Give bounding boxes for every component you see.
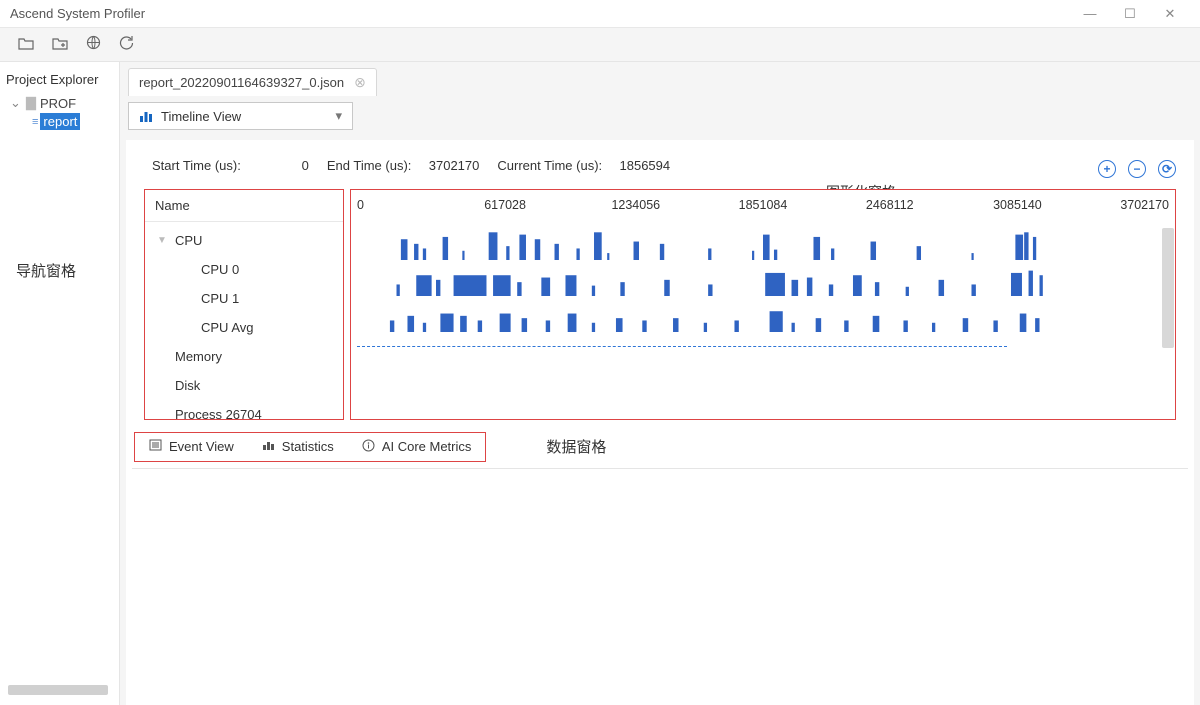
view-selector-label: Timeline View bbox=[161, 109, 241, 124]
track-nav-item[interactable]: CPU 1 bbox=[145, 284, 343, 313]
axis-tick: 617028 bbox=[484, 198, 611, 212]
file-tab-label: report_20220901164639327_0.json bbox=[139, 75, 344, 90]
tree-item-report[interactable]: ≡ report bbox=[32, 113, 119, 130]
track-cpuavg[interactable] bbox=[357, 302, 1169, 332]
refresh-icon[interactable] bbox=[119, 35, 134, 54]
axis-tick: 2468112 bbox=[866, 198, 993, 212]
toolbar bbox=[0, 28, 1200, 62]
document-icon: ≡ bbox=[32, 116, 38, 128]
axis-tick: 0 bbox=[357, 198, 484, 212]
close-tab-icon[interactable]: ⊗ bbox=[354, 74, 366, 91]
track-cpu1[interactable] bbox=[357, 266, 1169, 296]
axis-tick: 1234056 bbox=[611, 198, 738, 212]
data-annotation: 数据窗格 bbox=[546, 436, 606, 457]
zoom-in-icon[interactable]: + bbox=[1098, 160, 1116, 178]
chevron-down-icon: ▼ bbox=[157, 235, 169, 246]
zoom-out-icon[interactable]: − bbox=[1128, 160, 1146, 178]
end-time-value[interactable]: 3702170 bbox=[423, 158, 479, 173]
titlebar: Ascend System Profiler — ☐ ✕ bbox=[0, 0, 1200, 28]
track-nav-item[interactable]: Memory bbox=[145, 342, 343, 371]
tracks[interactable] bbox=[351, 214, 1175, 419]
track-cpu0[interactable] bbox=[357, 230, 1169, 260]
close-button[interactable]: ✕ bbox=[1150, 6, 1190, 22]
data-tab-label: AI Core Metrics bbox=[382, 439, 472, 454]
axis-tick: 3702170 bbox=[1120, 198, 1169, 212]
track-nav-header: Name bbox=[145, 190, 343, 222]
project-tree: ⌄ ▇ PROF ≡ report bbox=[0, 91, 119, 130]
add-folder-icon[interactable] bbox=[52, 36, 68, 54]
track-nav-label: CPU 1 bbox=[201, 291, 239, 306]
data-pane bbox=[132, 468, 1188, 700]
minimize-button[interactable]: — bbox=[1070, 6, 1110, 21]
track-nav-label: CPU Avg bbox=[201, 320, 254, 335]
current-time-label: Current Time (us): bbox=[497, 158, 602, 173]
track-nav-label: CPU bbox=[175, 233, 202, 248]
project-explorer: Project Explorer ⌄ ▇ PROF ≡ report bbox=[0, 62, 120, 705]
track-nav-label: Process 26704 bbox=[175, 407, 262, 419]
chevron-down-icon: ⌄ bbox=[10, 95, 22, 111]
info-icon bbox=[362, 439, 375, 455]
nav-annotation: 导航窗格 bbox=[0, 260, 106, 281]
graph-pane: 0617028123405618510842468112308514037021… bbox=[350, 189, 1176, 420]
content: report_20220901164639327_0.json ⊗ Timeli… bbox=[120, 62, 1200, 705]
tree-root-label: PROF bbox=[40, 96, 76, 111]
chevron-down-icon: ▾ bbox=[335, 108, 342, 124]
file-tab[interactable]: report_20220901164639327_0.json ⊗ bbox=[128, 68, 377, 96]
track-nav-label: Disk bbox=[175, 378, 200, 393]
data-tab[interactable]: AI Core Metrics bbox=[348, 433, 486, 461]
project-explorer-title: Project Explorer bbox=[0, 68, 119, 91]
axis-tick: 1851084 bbox=[739, 198, 866, 212]
scrollbar-vertical[interactable] bbox=[1162, 228, 1174, 348]
tree-item-label: report bbox=[40, 113, 80, 130]
current-time-value[interactable]: 1856594 bbox=[614, 158, 670, 173]
track-nav-item[interactable]: ▼ CPU bbox=[145, 226, 343, 255]
track-nav-label: Memory bbox=[175, 349, 222, 364]
bars-icon bbox=[139, 110, 153, 122]
view-selector[interactable]: Timeline View ▾ bbox=[128, 102, 353, 130]
scrollbar-horizontal[interactable] bbox=[8, 685, 108, 695]
zoom-fit-icon[interactable]: ⟳ bbox=[1158, 160, 1176, 178]
bars-icon bbox=[262, 439, 275, 454]
track-memory[interactable] bbox=[357, 338, 1169, 352]
data-tab-label: Statistics bbox=[282, 439, 334, 454]
track-nav-pane: Name ▼ CPU CPU 0 CPU 1 CPU Avg Memory Disk Proc… bbox=[144, 189, 344, 420]
time-axis: 0617028123405618510842468112308514037021… bbox=[351, 190, 1175, 214]
zoom-controls: + − ⟳ bbox=[1098, 160, 1176, 178]
main: Project Explorer ⌄ ▇ PROF ≡ report repor… bbox=[0, 62, 1200, 705]
track-nav-item[interactable]: CPU Avg bbox=[145, 313, 343, 342]
file-tabstrip: report_20220901164639327_0.json ⊗ bbox=[120, 62, 1200, 96]
track-nav-item[interactable]: Process 26704 bbox=[145, 400, 343, 419]
timeline-canvas: 导航窗格 Start Time (us): 0 End Time (us): 3… bbox=[126, 140, 1194, 705]
list-icon bbox=[149, 439, 162, 454]
axis-tick: 3085140 bbox=[993, 198, 1120, 212]
time-controls: Start Time (us): 0 End Time (us): 370217… bbox=[126, 140, 1194, 183]
end-time-label: End Time (us): bbox=[327, 158, 412, 173]
data-tab[interactable]: Statistics bbox=[248, 433, 348, 460]
data-tabs-row: Event View Statistics AI Core Metrics 数据窗格 bbox=[134, 432, 1176, 462]
track-nav-item[interactable]: CPU 0 bbox=[145, 255, 343, 284]
tree-root[interactable]: ⌄ ▇ PROF bbox=[10, 93, 119, 113]
data-tab[interactable]: Event View bbox=[135, 433, 248, 460]
folder-icon: ▇ bbox=[26, 95, 36, 111]
view-selector-row: Timeline View ▾ bbox=[120, 96, 1200, 136]
open-folder-icon[interactable] bbox=[18, 36, 34, 54]
track-nav-label: CPU 0 bbox=[201, 262, 239, 277]
profile-area: Name ▼ CPU CPU 0 CPU 1 CPU Avg Memory Disk Proc… bbox=[144, 189, 1176, 420]
start-time-value[interactable]: 0 bbox=[253, 158, 309, 173]
data-tabs: Event View Statistics AI Core Metrics bbox=[134, 432, 486, 462]
globe-icon[interactable] bbox=[86, 35, 101, 54]
maximize-button[interactable]: ☐ bbox=[1110, 6, 1150, 22]
data-tab-label: Event View bbox=[169, 439, 234, 454]
track-nav-item[interactable]: Disk bbox=[145, 371, 343, 400]
start-time-label: Start Time (us): bbox=[152, 158, 241, 173]
window-title: Ascend System Profiler bbox=[10, 6, 1070, 21]
